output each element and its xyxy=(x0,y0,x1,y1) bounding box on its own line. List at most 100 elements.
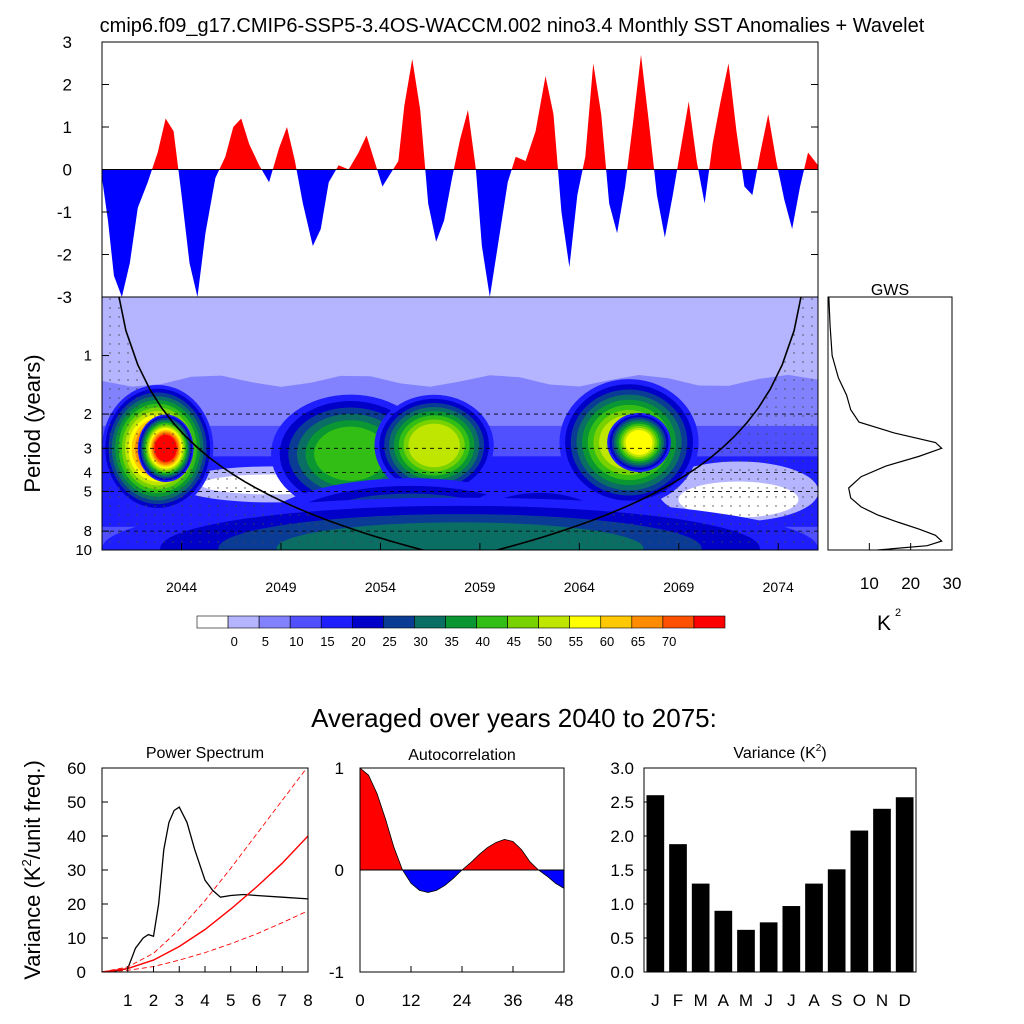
variance-ytick-label: 1.5 xyxy=(610,861,634,880)
colorbar-label: 45 xyxy=(507,634,521,649)
anomaly-ytick-label: 3 xyxy=(63,33,72,52)
power-title: Power Spectrum xyxy=(146,745,264,762)
variance-title-end: ) xyxy=(821,745,826,762)
wavelet-ytick-label: 4 xyxy=(84,465,92,482)
colorbar-label: 70 xyxy=(662,634,676,649)
colorbar: 0 5 10 15 20 25 30 35 40 45 50 55 60 65 70 xyxy=(196,615,726,649)
power-ytick-label: 0 xyxy=(77,963,86,982)
variance-month-label: N xyxy=(876,991,888,1010)
wavelet-ytick-label: 2 xyxy=(84,406,92,423)
variance-title-start: Variance (K xyxy=(733,745,816,762)
colorbar-label: 40 xyxy=(476,634,490,649)
anomaly-ytick-label: 0 xyxy=(63,161,72,180)
wavelet-contours xyxy=(102,297,818,550)
autocorr-ytick-label: 1 xyxy=(335,759,344,778)
colorbar-swatch xyxy=(445,615,477,629)
wavelet-coi-stipple xyxy=(102,297,818,550)
colorbar-label: 65 xyxy=(631,634,645,649)
power-ylabel-start: Variance (K xyxy=(20,866,45,980)
gws-xtick-label: 20 xyxy=(901,574,920,593)
colorbar-swatch xyxy=(693,615,726,629)
anomaly-ytick-label: 1 xyxy=(63,118,72,137)
autocorr-xtick-label: 48 xyxy=(555,991,574,1010)
power-upper-95-line xyxy=(102,768,308,972)
variance-bar xyxy=(782,906,801,972)
wavelet-panel: 1 2 3 45 8 10 2044 2049 2054 2059 2064 2069 2074 Peri… xyxy=(20,296,819,595)
colorbar-label: 60 xyxy=(600,634,614,649)
colorbar-swatch xyxy=(538,615,571,629)
autocorr-line xyxy=(359,767,565,893)
variance-bar xyxy=(646,795,665,972)
wavelet-xtick-label: 2069 xyxy=(663,579,694,595)
power-xtick-label: 3 xyxy=(175,991,184,1010)
bottom-title: Averaged over years 2040 to 2075: xyxy=(311,703,717,733)
wavelet-ytick-label: 3 xyxy=(84,440,92,457)
wavelet-contour-level xyxy=(625,430,653,455)
anomaly-ytick-label: -2 xyxy=(57,246,72,265)
anomaly-panel: 3 2 1 0 -1 -2 -3 xyxy=(57,33,819,307)
power-xtick-label: 7 xyxy=(278,991,287,1010)
autocorr-positive-area xyxy=(360,768,564,870)
variance-month-label: A xyxy=(718,991,730,1010)
variance-month-label: A xyxy=(808,991,820,1010)
variance-month-label: J xyxy=(651,991,660,1010)
power-xtick-label: 6 xyxy=(252,991,261,1010)
power-ytick-label: 30 xyxy=(67,861,86,880)
gws-xlabel: K xyxy=(877,612,891,635)
wavelet-contour-level xyxy=(314,426,388,481)
autocorr-title: Autocorrelation xyxy=(408,747,516,764)
wavelet-cone-of-influence xyxy=(118,297,802,550)
gws-xtick-label: 10 xyxy=(860,574,879,593)
variance-month-label: M xyxy=(739,991,753,1010)
colorbar-swatch xyxy=(351,615,384,629)
power-ylabel-sup: 2 xyxy=(19,859,34,866)
autocorr-xtick-label: 12 xyxy=(402,991,421,1010)
variance-bar xyxy=(714,910,733,972)
variance-month-label: S xyxy=(831,991,842,1010)
power-xtick-label: 5 xyxy=(226,991,235,1010)
variance-month-label: J xyxy=(764,991,773,1010)
colorbar-swatch xyxy=(196,615,229,629)
wavelet-xtick-label: 2064 xyxy=(564,579,595,595)
colorbar-label: 10 xyxy=(289,634,303,649)
variance-month-label: D xyxy=(899,991,911,1010)
colorbar-swatch xyxy=(476,615,508,629)
colorbar-label: 25 xyxy=(382,634,396,649)
colorbar-label: 20 xyxy=(351,634,365,649)
variance-ytick-label: 0.5 xyxy=(610,929,634,948)
colorbar-label: 5 xyxy=(262,634,269,649)
gws-panel: GWS 10 20 30 K 2 xyxy=(827,282,961,635)
variance-ytick-label: 1.0 xyxy=(610,895,634,914)
autocorr-negative-area xyxy=(360,870,564,893)
colorbar-label: 50 xyxy=(538,634,552,649)
autocorr-ytick-label: 0 xyxy=(335,861,344,880)
variance-bar xyxy=(759,922,778,972)
colorbar-label: 0 xyxy=(231,634,238,649)
colorbar-swatch xyxy=(507,615,539,629)
colorbar-swatch xyxy=(320,615,353,629)
wavelet-frame xyxy=(101,296,819,551)
variance-month-label: O xyxy=(853,991,866,1010)
gws-title: GWS xyxy=(871,282,909,299)
wavelet-ytick-label: 8 xyxy=(84,523,92,540)
autocorr-xtick-label: 24 xyxy=(453,991,472,1010)
wavelet-xtick-label: 2049 xyxy=(265,579,296,595)
wavelet-xtick-label: 2044 xyxy=(166,579,197,595)
colorbar-swatch xyxy=(662,615,695,629)
autocorr-xtick-label: 36 xyxy=(504,991,523,1010)
autocorr-xtick-label: 0 xyxy=(355,991,364,1010)
variance-panel: J F M A M J J A S O N D3.02.52.01.51.00.50.0Varianc… xyxy=(610,743,917,1010)
variance-bar xyxy=(805,883,823,972)
wavelet-ytick-label: 1 xyxy=(84,348,92,365)
colorbar-label: 35 xyxy=(444,634,458,649)
power-ytick-label: 40 xyxy=(67,827,86,846)
variance-bar xyxy=(895,797,914,972)
anomaly-ytick-label: 2 xyxy=(63,76,72,95)
power-ytick-label: 10 xyxy=(67,929,86,948)
anomaly-negative-area xyxy=(102,169,818,297)
autocorrelation-panel: Autocorrelation 0 12 24 36 48 1 0 -1 xyxy=(329,747,574,1010)
colorbar-label: 15 xyxy=(320,634,334,649)
gws-frame xyxy=(827,296,953,551)
